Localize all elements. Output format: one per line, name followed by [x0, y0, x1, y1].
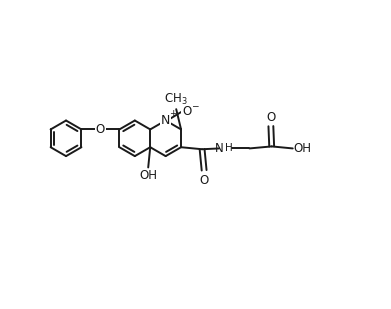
Text: OH: OH — [139, 169, 157, 183]
Text: O: O — [266, 111, 276, 124]
Text: OH: OH — [293, 142, 311, 155]
Text: +: + — [169, 109, 176, 118]
Text: O: O — [96, 123, 105, 136]
Text: CH$_3$: CH$_3$ — [164, 92, 188, 107]
Text: O: O — [182, 105, 191, 118]
Text: H: H — [225, 143, 233, 153]
Text: N: N — [161, 114, 170, 127]
Text: N: N — [215, 142, 224, 155]
Text: O: O — [199, 174, 209, 187]
Text: −: − — [191, 101, 199, 110]
